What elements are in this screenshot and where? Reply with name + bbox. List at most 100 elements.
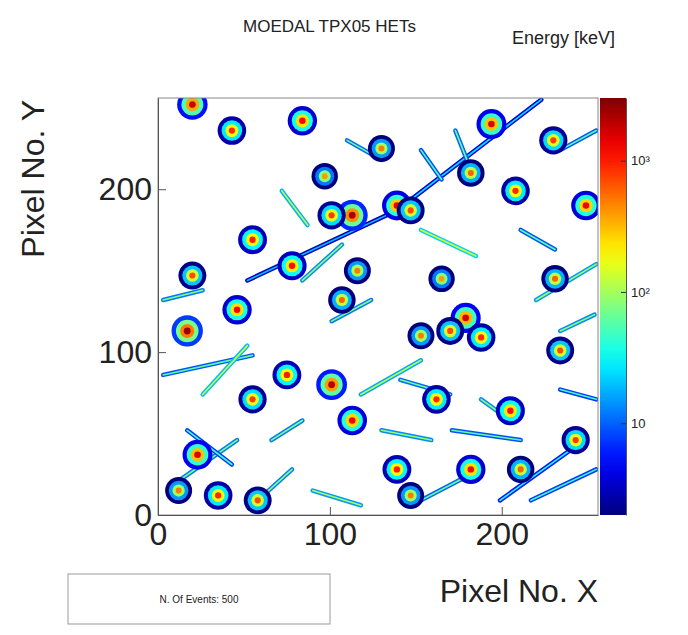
tick: 100 — [304, 507, 357, 552]
blob — [426, 389, 447, 410]
blob — [169, 481, 188, 500]
track-halo — [271, 421, 302, 441]
blob — [476, 109, 506, 139]
blob-group — [539, 126, 567, 154]
blob-group — [238, 225, 267, 254]
blob — [461, 163, 481, 183]
blob — [299, 118, 305, 124]
axis-line — [158, 99, 159, 516]
blob — [189, 101, 196, 108]
blob-group — [218, 116, 247, 145]
blob-group — [428, 266, 454, 292]
blob-group — [328, 286, 356, 314]
blob — [546, 337, 574, 365]
blob — [344, 257, 371, 284]
blob-group — [407, 322, 434, 349]
blob-group — [436, 317, 464, 345]
blob — [178, 262, 206, 290]
blob — [208, 485, 229, 506]
tick-mark — [158, 189, 166, 190]
blob — [282, 255, 303, 276]
blob — [509, 184, 522, 197]
track — [313, 491, 361, 506]
y-axis: 0100200 — [99, 99, 166, 533]
blob-group — [317, 201, 345, 229]
blob — [317, 201, 345, 229]
blob — [277, 251, 306, 280]
blob — [496, 396, 525, 425]
blob — [277, 365, 298, 386]
track — [536, 264, 596, 300]
tick-label: 0 — [150, 516, 168, 552]
blob — [382, 455, 411, 484]
y-axis-title: Pixel No. Y — [15, 100, 51, 258]
blob — [387, 459, 408, 480]
blob — [189, 272, 195, 278]
blob — [229, 127, 235, 133]
blob — [565, 430, 585, 450]
blob — [549, 273, 561, 285]
blob — [316, 369, 347, 400]
blob — [176, 320, 199, 343]
axis-line — [626, 99, 627, 516]
blob — [433, 396, 439, 402]
blob — [460, 459, 481, 480]
blob — [222, 120, 243, 141]
blob — [251, 494, 264, 507]
tick: 200 — [99, 171, 166, 207]
blob — [539, 126, 567, 154]
tick: 10² — [621, 285, 650, 300]
blob-group — [501, 177, 530, 206]
blob — [432, 269, 451, 288]
blob-group — [456, 455, 485, 484]
plot-frame — [158, 98, 598, 515]
blob — [478, 334, 484, 340]
tick: 200 — [476, 507, 529, 552]
blob — [372, 139, 391, 158]
tick: 10 — [621, 416, 645, 431]
blob — [177, 98, 207, 120]
blob — [246, 393, 259, 406]
blob — [225, 124, 238, 137]
blob — [176, 488, 182, 494]
blob — [280, 368, 293, 381]
blob — [238, 225, 267, 254]
track — [302, 245, 342, 281]
blob — [488, 121, 495, 128]
blob — [547, 134, 560, 147]
track — [560, 315, 594, 331]
blob-group — [244, 486, 272, 514]
blob — [292, 110, 313, 131]
blob — [337, 406, 367, 436]
blob — [545, 269, 565, 289]
blob — [348, 261, 367, 280]
blob — [430, 393, 443, 406]
tick-label: 200 — [99, 171, 152, 207]
blob — [288, 106, 317, 135]
blob — [475, 331, 488, 344]
tick-label: 10 — [631, 416, 645, 431]
blob — [583, 202, 590, 209]
blob — [173, 484, 185, 496]
blob — [397, 482, 424, 509]
blob — [321, 205, 341, 225]
tick-label: 10² — [631, 285, 650, 300]
blob — [457, 159, 485, 187]
blob — [557, 347, 563, 353]
blob-group — [422, 385, 451, 414]
blob-group — [172, 315, 203, 346]
blob-group — [277, 251, 306, 280]
blob — [368, 135, 395, 162]
blob — [550, 340, 570, 360]
track — [163, 355, 252, 375]
track — [381, 430, 431, 440]
blob — [562, 426, 590, 454]
blob-group — [546, 337, 574, 365]
track — [560, 390, 596, 400]
tick-mark — [621, 161, 626, 162]
blob — [349, 212, 356, 219]
blob — [394, 466, 400, 472]
blob — [181, 98, 203, 115]
blob — [571, 191, 598, 221]
blob — [172, 315, 203, 346]
